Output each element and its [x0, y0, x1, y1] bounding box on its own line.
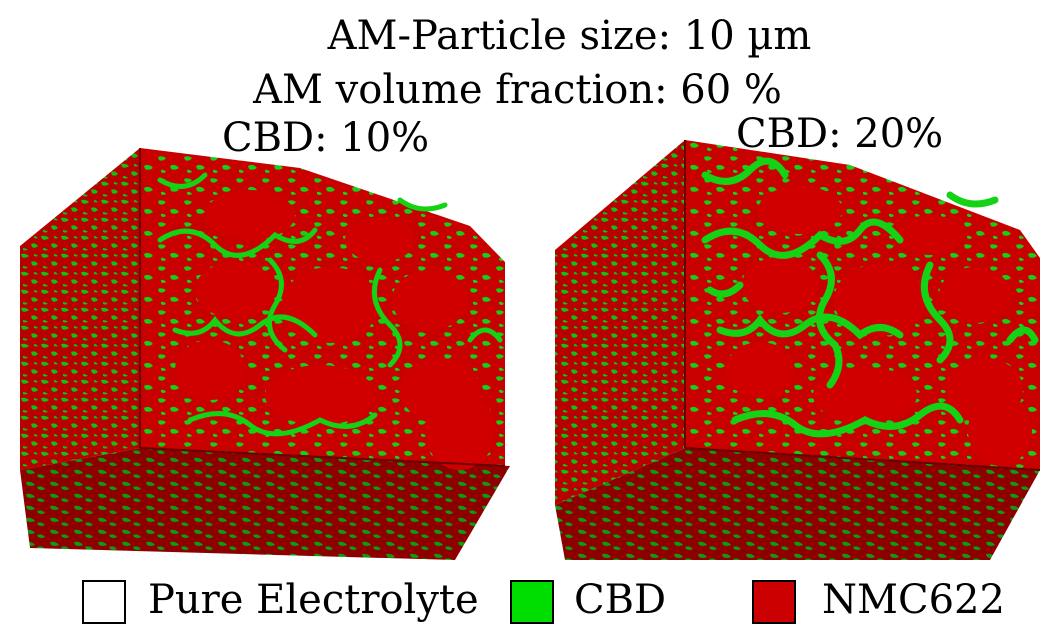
panel-label-cbd-10: CBD: 10%	[222, 115, 430, 161]
nmc-particles-right	[726, 186, 1032, 466]
cube-right-bottom-face	[555, 448, 1040, 560]
legend-label-cbd: CBD	[574, 577, 667, 623]
legend-swatch-nmc622	[752, 580, 796, 624]
title-particle-size: AM-Particle size: 10 µm	[327, 13, 812, 59]
legend-swatch-cbd	[510, 580, 554, 624]
panel-label-cbd-20: CBD: 20%	[736, 111, 944, 157]
legend: Pure Electrolyte CBD NMC622	[0, 576, 1051, 625]
cube-cbd-10	[20, 148, 510, 560]
cube-left-side-face	[20, 148, 140, 470]
cube-right-side-face	[555, 140, 685, 505]
legend-swatch-electrolyte	[82, 580, 126, 624]
legend-label-nmc622: NMC622	[822, 577, 1005, 623]
cube-right-edge-bottom	[684, 447, 1041, 471]
cube-cbd-20	[555, 140, 1041, 560]
cube-left-bottom-face	[20, 448, 510, 560]
cube-left-edge-bottom	[139, 447, 506, 467]
legend-label-electrolyte: Pure Electrolyte	[148, 577, 479, 623]
cbd-network-left	[157, 172, 503, 437]
cbd-network-right	[701, 157, 1039, 438]
title-volume-fraction: AM volume fraction: 60 %	[253, 67, 782, 113]
